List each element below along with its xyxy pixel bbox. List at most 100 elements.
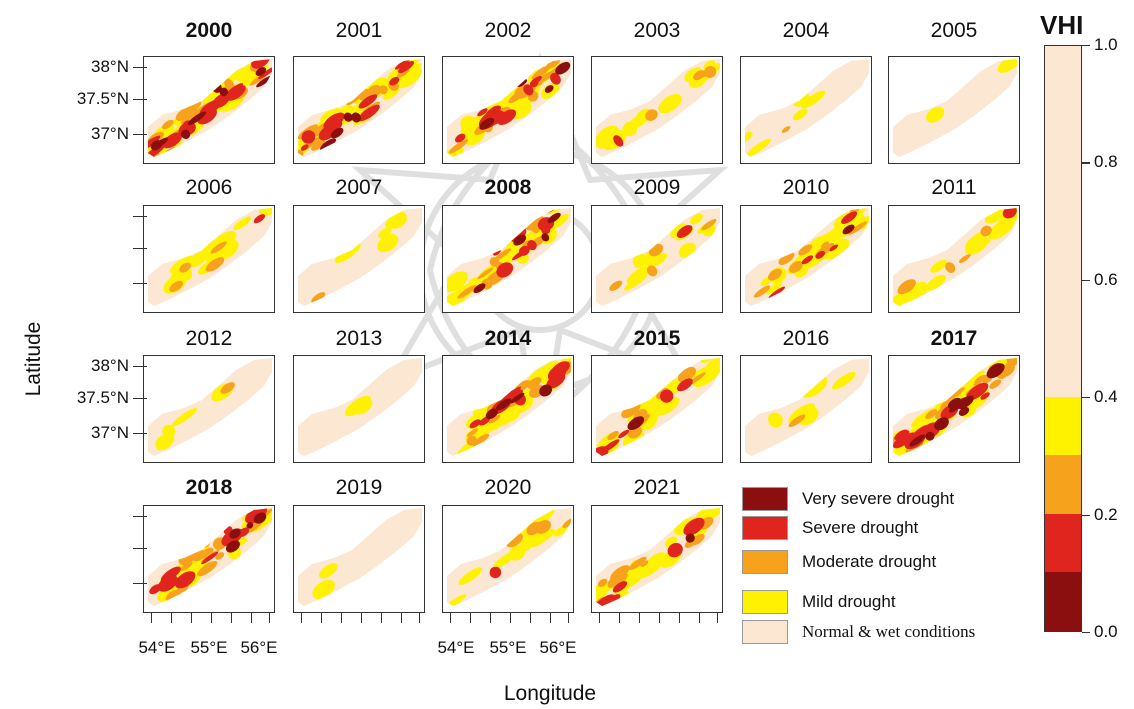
moderate-drought-patch (531, 65, 551, 80)
longitude-tick (470, 613, 472, 623)
longitude-tick (361, 613, 363, 623)
mild-drought-patch (745, 131, 753, 144)
vhi-colorbar (1044, 45, 1082, 632)
longitude-tick (171, 613, 173, 623)
very-severe-drought-patch (330, 127, 344, 139)
severe-drought-patch (966, 382, 989, 401)
mild-drought-patch (968, 238, 991, 255)
panel-map-svg (596, 59, 720, 157)
mild-drought-patch (378, 227, 392, 239)
moderate-drought-patch (628, 556, 647, 571)
moderate-drought-patch (980, 225, 992, 237)
vhi-map-panel-2010 (740, 205, 872, 313)
moderate-drought-patch (789, 261, 803, 273)
very-severe-drought-patch (934, 417, 949, 431)
severe-drought-patch (358, 94, 378, 109)
moderate-drought-patch (958, 254, 971, 263)
moderate-drought-patch (457, 284, 477, 299)
panel-year-label: 2009 (633, 176, 681, 199)
colorbar-tick (1082, 279, 1090, 281)
legend-label: Mild drought (802, 592, 896, 611)
moderate-drought-patch (179, 262, 191, 273)
very-severe-drought-patch (180, 129, 191, 140)
moderate-drought-patch (466, 428, 479, 437)
mild-drought-patch (171, 407, 198, 427)
mild-drought-patch (477, 265, 502, 285)
severe-drought-patch (547, 365, 567, 382)
longitude-tick (510, 613, 512, 623)
colorbar-band (1045, 572, 1081, 631)
moderate-drought-patch (940, 400, 952, 409)
vhi-map-panel-2015 (591, 355, 723, 463)
moderate-drought-patch (506, 533, 524, 548)
panel-year-label: 2005 (930, 19, 978, 42)
longitude-tick-label: 56°E (539, 638, 577, 657)
mild-drought-patch (984, 208, 1007, 224)
mild-drought-patch (235, 69, 250, 82)
very-severe-drought-patch (253, 512, 267, 524)
moderate-drought-patch (607, 430, 619, 441)
severe-drought-patch (667, 542, 683, 558)
severe-drought-patch (801, 255, 814, 265)
panel-map-svg (447, 208, 571, 306)
colorbar-tick (1082, 162, 1090, 164)
mild-drought-patch (639, 560, 663, 578)
legend-swatch (742, 620, 788, 644)
panel-year-label: 2010 (782, 176, 830, 199)
longitude-tick (341, 613, 343, 623)
panel-year-label: 2006 (185, 176, 233, 199)
longitude-tick (419, 613, 421, 623)
drought-patches (609, 213, 717, 291)
colorbar-tick (1082, 397, 1090, 399)
mild-drought-patch (536, 528, 556, 544)
mild-drought-patch (233, 216, 252, 231)
mild-drought-patch (703, 60, 716, 70)
mild-drought-patch (768, 412, 783, 428)
moderate-drought-patch (778, 252, 795, 265)
panel-map-svg (893, 208, 1017, 306)
moderate-drought-patch (597, 578, 608, 588)
very-severe-drought-patch (473, 283, 486, 294)
moderate-drought-patch (701, 219, 717, 231)
severe-drought-patch (201, 551, 219, 565)
longitude-tick (717, 613, 719, 623)
longitude-tick (619, 613, 621, 623)
latitude-tick (133, 548, 147, 550)
panel-map-svg (298, 508, 422, 606)
mild-drought-patch (690, 213, 703, 225)
latitude-tick (133, 515, 147, 517)
severe-drought-patch (251, 59, 270, 69)
vhi-map-panel-2004 (740, 56, 872, 164)
severe-drought-patch (511, 246, 532, 261)
drought-patches (457, 358, 571, 456)
latitude-tick-label: 38°N (91, 355, 129, 375)
drought-patches (163, 208, 272, 294)
severe-drought-patch (895, 435, 910, 446)
longitude-tick-label: 54°E (437, 638, 475, 657)
very-severe-drought-patch (150, 140, 163, 151)
legend-swatch (742, 590, 788, 614)
very-severe-drought-patch (343, 112, 353, 122)
moderate-drought-patch (448, 139, 469, 154)
moderate-drought-patch (180, 106, 196, 120)
longitude-tick-label: 54°E (138, 638, 176, 657)
panel-year-label: 2003 (633, 19, 681, 42)
very-severe-drought-patch (510, 392, 525, 404)
panel-map-svg (596, 208, 720, 306)
mild-drought-patch (926, 106, 945, 123)
mild-drought-patch (795, 248, 815, 263)
moderate-drought-patch (169, 280, 183, 293)
mild-drought-patch (684, 67, 702, 82)
moderate-drought-patch (753, 285, 771, 298)
moderate-drought-patch (346, 94, 362, 106)
panel-year-label: 2014 (484, 327, 532, 350)
moderate-drought-patch (311, 292, 326, 304)
mild-drought-patch (162, 424, 176, 439)
mild-drought-patch (258, 208, 272, 216)
moderate-drought-patch (646, 265, 658, 277)
severe-drought-patch (398, 61, 415, 74)
mild-drought-patch (641, 396, 669, 418)
moderate-drought-patch (493, 248, 511, 262)
drought-patches (753, 208, 869, 299)
vhi-map-panel-2018 (143, 505, 275, 613)
